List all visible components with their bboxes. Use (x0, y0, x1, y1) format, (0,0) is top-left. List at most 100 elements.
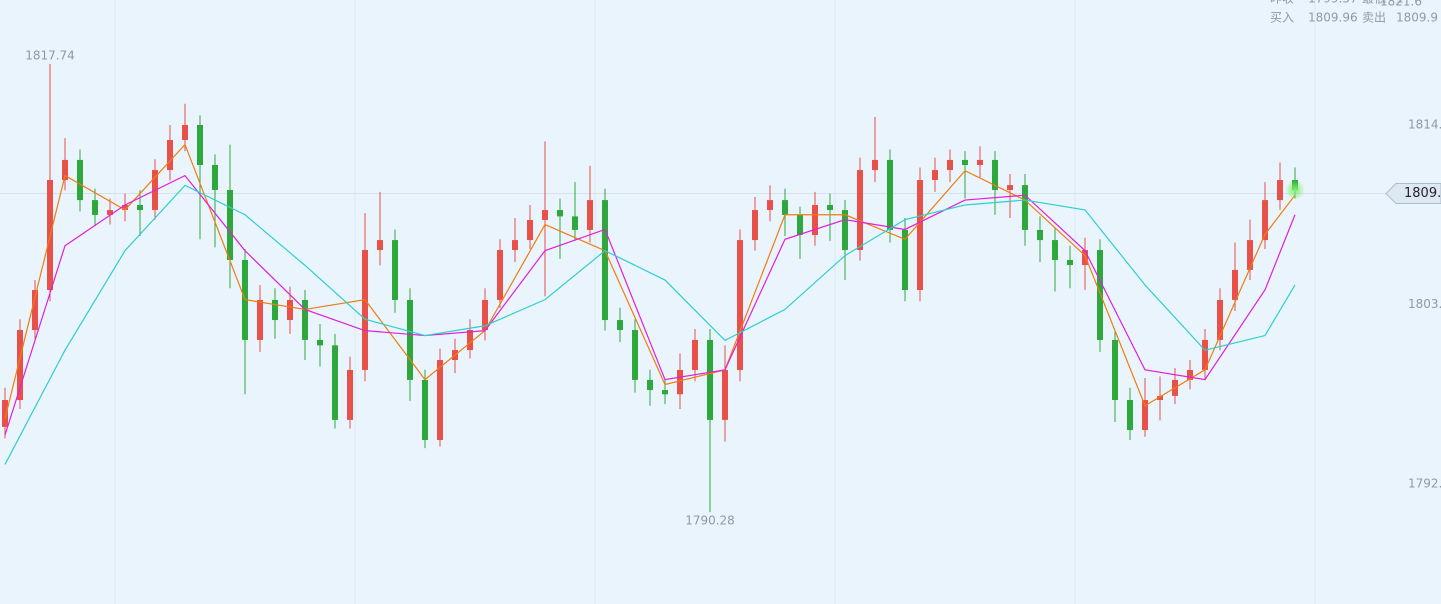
candle-body (347, 369, 353, 420)
candle-body (962, 159, 968, 165)
candle-body (272, 299, 278, 321)
candle-body (587, 200, 593, 230)
candle-body (542, 210, 548, 220)
candle-body (767, 200, 773, 211)
ma-line (4, 184, 1296, 465)
quote-item: 1799.37 (1308, 0, 1358, 6)
candle-body (812, 204, 818, 236)
candle-body (992, 159, 998, 190)
y-tick-label: 1814. (1408, 118, 1441, 132)
candle-body (557, 210, 563, 217)
candle-body (917, 180, 923, 291)
candle-body (437, 360, 443, 440)
candle-body (527, 219, 533, 241)
candle-body (902, 229, 908, 291)
candle-body (92, 200, 98, 215)
candle-body (302, 299, 308, 340)
candle-body (407, 299, 413, 380)
quote-item: 最低 (1362, 0, 1386, 6)
candle-body (197, 125, 203, 165)
candle-body (1007, 185, 1013, 190)
candle-body (932, 170, 938, 181)
candle-body (602, 200, 608, 321)
candle-body (617, 320, 623, 330)
ma-line (4, 143, 1296, 419)
candle-body (122, 204, 128, 211)
candle-body (677, 369, 683, 395)
candle-body (1232, 269, 1238, 300)
candle-body (287, 299, 293, 321)
candle-body (167, 140, 173, 171)
candle-body (632, 329, 638, 380)
candle-body (1262, 200, 1268, 241)
candle-body (827, 204, 833, 211)
candle-body (662, 390, 668, 395)
candle-body (212, 164, 218, 190)
candle-body (1127, 400, 1133, 431)
candle-body (77, 159, 83, 201)
candle-body (737, 240, 743, 370)
candle-body (32, 290, 38, 330)
candle-body (647, 379, 653, 391)
candle-body (1202, 339, 1208, 370)
candle-body (332, 345, 338, 420)
candle-body (1052, 240, 1058, 260)
y-tick-label: 1792. (1408, 477, 1441, 491)
candle-body (182, 125, 188, 141)
price-tag (1385, 183, 1441, 205)
candle-body (377, 240, 383, 251)
candle-body (692, 339, 698, 370)
candle-body (857, 170, 863, 251)
ma-line (4, 174, 1296, 436)
candle-body (392, 240, 398, 300)
candle-body (1037, 229, 1043, 241)
candle-body (1142, 400, 1148, 431)
candle-body (17, 329, 23, 401)
quote-item: 卖出 (1362, 11, 1386, 25)
candle-body (797, 214, 803, 236)
candle-body (257, 299, 263, 340)
candle-body (977, 159, 983, 165)
last-glow (1285, 179, 1305, 200)
candle-body (1112, 339, 1118, 401)
time-grid (114, 0, 1316, 604)
candle-body (1082, 250, 1088, 266)
candle-body (752, 210, 758, 241)
candle-body (782, 200, 788, 215)
candle-body (722, 369, 728, 420)
candle-body (422, 379, 428, 440)
candle-body (227, 189, 233, 260)
price-tag-label: 1809.8 (1404, 186, 1441, 201)
quote-item: 1809.96 (1308, 11, 1358, 25)
candle-body (467, 329, 473, 351)
candle-body (1157, 395, 1163, 401)
candle-body (1187, 369, 1193, 380)
quote-item: 1 (1396, 0, 1404, 6)
quote-item: 1809.9 (1396, 11, 1438, 25)
candle-body (947, 159, 953, 171)
quote-item: 昨收 (1270, 0, 1294, 6)
candle-body (1067, 259, 1073, 266)
candle-body (872, 159, 878, 171)
candle-body (1022, 185, 1028, 230)
candle-body (62, 159, 68, 181)
candle-body (137, 204, 143, 211)
candle-body (1217, 299, 1223, 340)
candle-body (2, 400, 8, 427)
candle-body (317, 339, 323, 346)
candle-body (572, 216, 578, 230)
candle-body (887, 159, 893, 230)
candle-body (512, 240, 518, 251)
candle-body (482, 299, 488, 330)
candle-body (1097, 250, 1103, 340)
min-label: 1790.28 (685, 514, 735, 528)
candle-body (1277, 180, 1283, 201)
candle-body (707, 339, 713, 420)
top-value: 1821.6 (1380, 0, 1422, 9)
max-label: 1817.74 (25, 48, 75, 62)
candle-body (362, 250, 368, 370)
candle-body (497, 250, 503, 300)
